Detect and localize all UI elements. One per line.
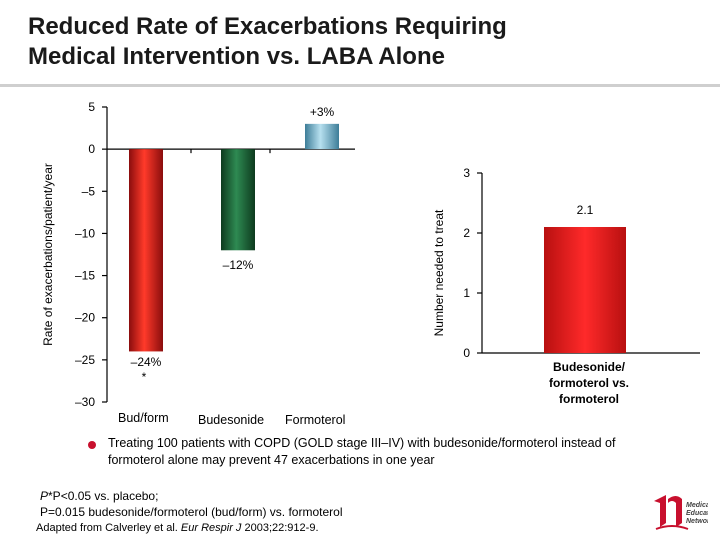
y-tick-label: 2 [463,226,470,240]
logo-text-medical: Medical [686,502,708,509]
category-label-line: formoterol [559,392,619,406]
category-label: Budesonide/formoterol vs. formoterol [549,360,629,406]
title-line-2: Medical Intervention vs. LABA Alone [28,43,445,70]
slide-title: Reduced Rate of Exacerbations Requiring … [28,12,688,72]
category-label-line: Budesonide/ [553,360,626,374]
y-tick-label: –10 [75,226,95,240]
data-label: –24% [131,355,162,369]
category-label: Budesonide [198,413,264,427]
logo-text-network: Network [686,518,708,525]
y-tick-label: 0 [463,346,470,360]
y-axis-title: Rate of exacerbations/patient/year [41,163,55,346]
footnote-1-text: *P<0.05 vs. placebo; [48,489,159,503]
y-tick-label: –30 [75,395,95,409]
y-axis-title: Number needed to treat [432,209,446,336]
bullet-icon [88,441,96,449]
number-needed-to-treat-chart: 0 1 2 3 Number needed to treat 2.1 Budesonide/… [432,166,700,406]
bar-budesonide [221,149,255,251]
y-tick-label: 5 [88,100,95,114]
data-label: 2.1 [577,203,594,217]
y-tick-label: –25 [75,353,95,367]
citation-prefix: Adapted from Calverley et al. [36,522,181,534]
y-tick-label: 3 [463,166,470,180]
exacerbation-rate-chart: 5 0 –5 –10 –15 –20 –25 –30 Rate of exacerbations… [41,100,355,427]
footnote-1: P*P<0.05 vs. placebo; [40,489,159,503]
y-tick-label: –20 [75,311,95,325]
data-label: –12% [223,258,254,272]
medical-education-network-logo: Medical Education Network [654,495,708,530]
y-tick-label: –15 [75,269,95,283]
category-label-line: formoterol vs. [549,376,629,390]
footnote-2: P=0.015 budesonide/formoterol (bud/form)… [40,505,343,519]
bar-bud-form [129,149,163,352]
y-tick-label: 1 [463,286,470,300]
citation: Adapted from Calverley et al. Eur Respir… [36,521,319,535]
bullet-text: Treating 100 patients with COPD (GOLD st… [108,436,616,467]
bar-formoterol [305,123,339,150]
data-label: +3% [310,105,335,119]
logo-text-education: Education [686,510,708,517]
category-label: Formoterol [285,413,345,427]
y-tick-label: 0 [88,142,95,156]
bar-budesonide-formoterol-vs-formoterol [544,227,626,353]
citation-suffix: 2003;22:912-9. [241,522,319,534]
title-line-1: Reduced Rate of Exacerbations Requiring [28,13,507,40]
category-label: Bud/form [118,411,169,425]
y-tick-label: –5 [82,184,96,198]
citation-journal: Eur Respir J [180,522,242,534]
significance-annotation: * [142,370,147,384]
title-divider [0,84,720,87]
